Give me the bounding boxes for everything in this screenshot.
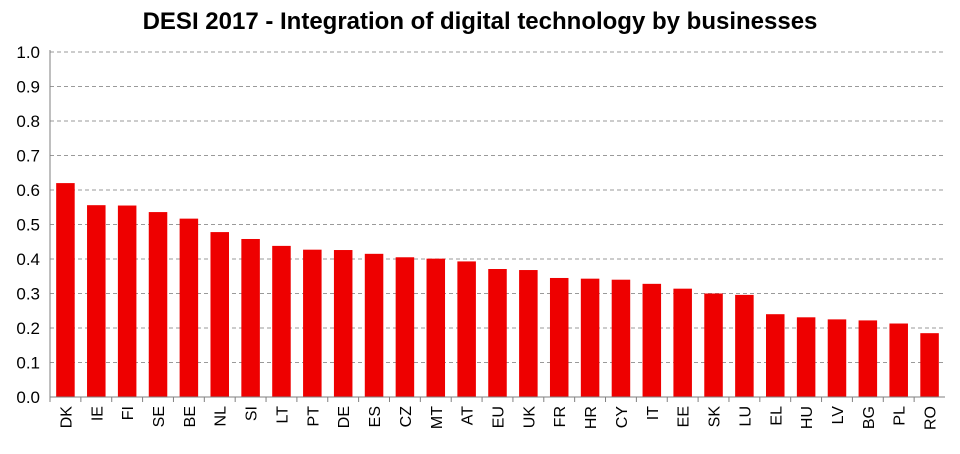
x-tick-label: MT: [429, 406, 446, 429]
x-tick-label: PT: [305, 406, 322, 427]
bar-lv: [827, 319, 847, 397]
bar-be: [179, 218, 199, 397]
bar-es: [364, 253, 384, 397]
x-tick-label: SE: [151, 406, 168, 427]
y-tick-label: 0.0: [16, 388, 40, 407]
bar-bg: [858, 320, 878, 397]
bar-mt: [426, 258, 446, 397]
x-tick-label: HU: [799, 406, 816, 429]
bar-el: [766, 314, 785, 397]
x-tick-label: EL: [768, 406, 785, 426]
x-tick-label: FR: [552, 406, 569, 427]
bar-cz: [395, 257, 415, 397]
gridlines: [50, 51, 945, 363]
x-tick-label: IE: [89, 406, 106, 421]
x-tick-label: CY: [614, 406, 631, 429]
x-tick-label: ES: [367, 406, 384, 427]
y-tick-label: 0.2: [16, 319, 40, 338]
x-tick-label: SK: [707, 406, 724, 428]
y-tick-label: 0.7: [16, 147, 40, 166]
y-tick-label: 0.4: [16, 250, 40, 269]
x-tick-label: IT: [645, 406, 662, 420]
x-tick-label: SI: [244, 406, 261, 421]
y-tick-label: 0.8: [16, 112, 40, 131]
bar-cy: [611, 279, 631, 397]
bar-uk: [519, 270, 538, 397]
bar-ie: [87, 205, 106, 397]
x-tick-label: RO: [923, 406, 940, 430]
bar-pl: [889, 323, 908, 397]
x-tick-label: CZ: [398, 406, 415, 428]
y-tick-label: 1.0: [16, 43, 40, 62]
bar-hr: [580, 278, 600, 397]
bar-nl: [210, 232, 229, 397]
x-tick-label: NL: [213, 406, 230, 427]
x-tick-label: LT: [274, 406, 291, 424]
bar-ee: [673, 288, 692, 397]
x-tick-label: LU: [737, 406, 754, 426]
labels: 0.0 0.1 0.2 0.3 0.4 0.5 0.6 0.7 0.8 0.9 1.0 DK IE FI S…: [16, 43, 939, 430]
chart-title: DESI 2017 - Integration of digital techn…: [142, 8, 818, 35]
x-tick-label: BE: [182, 406, 199, 427]
y-tick-label: 0.1: [16, 354, 40, 373]
x-tick-label: DK: [58, 406, 75, 429]
bar-de: [333, 250, 353, 397]
x-tick-label: PL: [892, 406, 909, 426]
x-tick-label: DE: [336, 406, 353, 428]
x-tick-label: LV: [830, 406, 847, 425]
bar-it: [642, 283, 662, 397]
bar-si: [241, 238, 260, 397]
x-tick-label: BG: [861, 406, 878, 429]
bars: [56, 183, 939, 397]
bar-pt: [303, 249, 322, 397]
y-tick-label: 0.5: [16, 216, 40, 235]
y-tick-label: 0.9: [16, 78, 40, 97]
x-tick-label: EU: [491, 406, 508, 428]
x-tick-label: AT: [460, 406, 477, 425]
x-tick-label: UK: [521, 406, 538, 429]
bar-dk: [56, 183, 75, 397]
y-tick-label: 0.6: [16, 181, 40, 200]
bar-sk: [704, 293, 723, 397]
bar-eu: [488, 269, 507, 397]
bar-lt: [272, 245, 291, 397]
x-tick-label: EE: [676, 406, 693, 427]
y-tick-label: 0.3: [16, 285, 40, 304]
bar-lu: [735, 294, 754, 397]
x-tick-label: HR: [583, 406, 600, 429]
bar-ro: [920, 333, 939, 397]
bar-fi: [117, 205, 137, 397]
bar-fr: [549, 277, 569, 397]
x-tick-label: FI: [120, 406, 137, 420]
axes: [49, 50, 945, 402]
bar-at: [457, 261, 476, 397]
bar-se: [148, 212, 168, 397]
bar-hu: [796, 317, 816, 397]
